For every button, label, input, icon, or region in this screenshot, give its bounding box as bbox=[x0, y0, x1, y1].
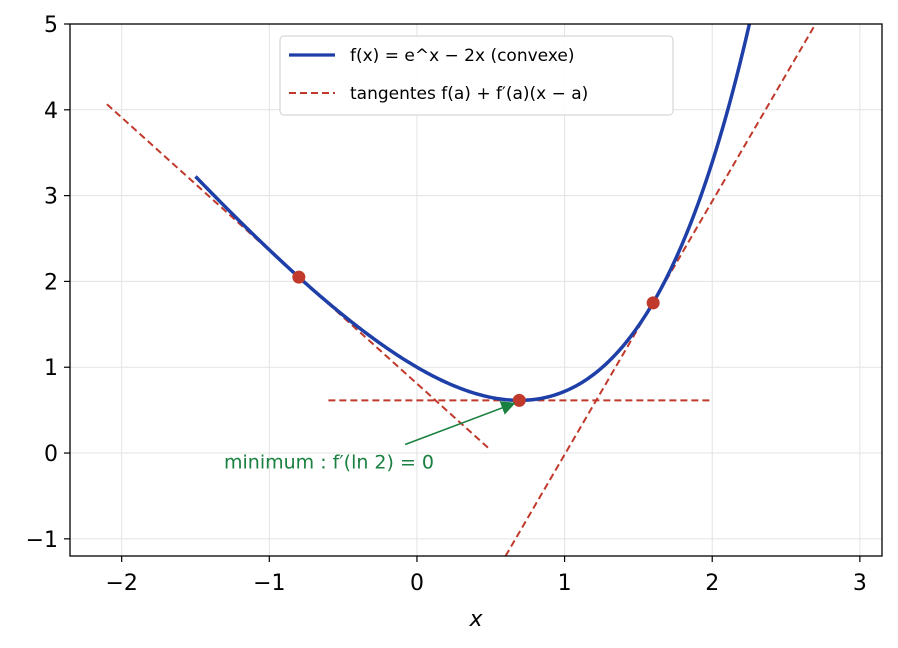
annotation-label: minimum : f′(ln 2) = 0 bbox=[224, 452, 434, 474]
tangency-point bbox=[512, 393, 526, 407]
y-tick-label: 2 bbox=[44, 270, 58, 295]
legend-tangent-label: tangentes f(a) + f′(a)(x − a) bbox=[350, 84, 588, 104]
legend-curve-label: f(x) = e^x − 2x (convexe) bbox=[350, 46, 574, 66]
plot-frame bbox=[69, 23, 883, 557]
x-tick-label: 1 bbox=[558, 571, 572, 596]
x-tick-label: −1 bbox=[253, 571, 285, 596]
x-tick-label: 3 bbox=[853, 571, 867, 596]
x-tick-label: 2 bbox=[705, 571, 719, 596]
plot-area bbox=[106, 24, 817, 556]
y-tick-label: 4 bbox=[44, 99, 58, 124]
y-tick-label: 1 bbox=[44, 356, 58, 381]
y-tick-label: 3 bbox=[44, 185, 58, 210]
annotation-arrow bbox=[404, 401, 516, 446]
tangency-point bbox=[292, 270, 306, 284]
tangency-point bbox=[646, 296, 660, 310]
x-tick-label: −2 bbox=[105, 571, 137, 596]
y-tick-label: −1 bbox=[26, 528, 58, 553]
curve-f bbox=[194, 24, 752, 403]
x-tick-label: 0 bbox=[410, 571, 424, 596]
y-tick-label: 5 bbox=[44, 13, 58, 38]
tangent-line bbox=[504, 24, 817, 556]
axis-ticks: −2 −1 0 1 2 3 −1 0 1 2 3 4 5 bbox=[26, 13, 867, 596]
legend: f(x) = e^x − 2x (convexe) tangentes f(a)… bbox=[279, 35, 674, 116]
x-axis-label: x bbox=[468, 607, 483, 632]
y-tick-label: 0 bbox=[44, 442, 58, 467]
legend-box bbox=[279, 35, 674, 116]
